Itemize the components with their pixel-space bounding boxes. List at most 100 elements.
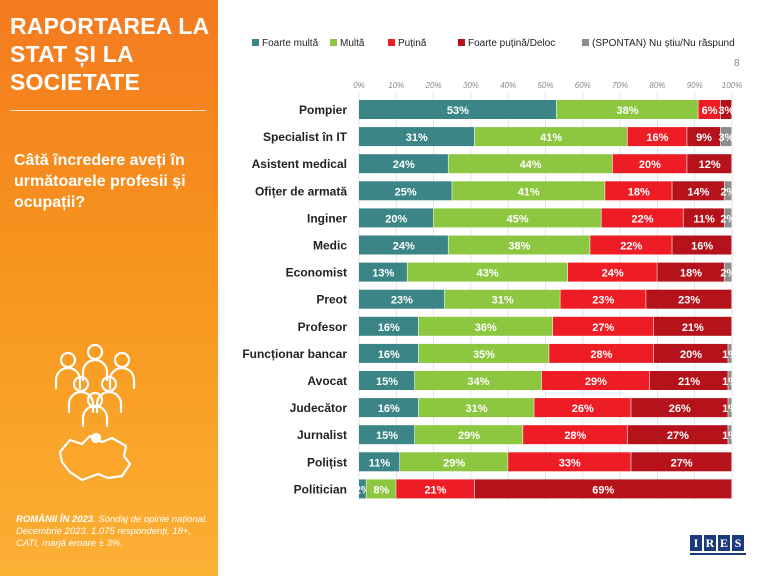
bar-segment <box>359 343 419 363</box>
bar-value-label: 16% <box>378 349 400 361</box>
bar-value-label: 43% <box>477 268 499 280</box>
bar-value-label: 21% <box>682 322 704 334</box>
bar-value-label: 34% <box>467 376 489 388</box>
logo-letter: I <box>690 535 702 551</box>
bar-value-label: 31% <box>406 132 428 144</box>
bar-segment <box>728 398 732 418</box>
ires-logo: I R E S <box>690 535 744 551</box>
legend-label: Puțină <box>398 38 427 49</box>
bar-value-label: 11% <box>693 213 715 225</box>
bar-segment <box>359 289 445 309</box>
footnote-details: . Sondaj de opinie național. Decembrie 2… <box>16 514 208 549</box>
bar-value-label: 18% <box>628 186 650 198</box>
bar-value-label: 29% <box>458 430 480 442</box>
bar-segment <box>448 235 590 255</box>
bar-value-label: 3% <box>718 105 734 117</box>
bar-value-label: 21% <box>424 484 446 496</box>
bar-value-label: 1% <box>722 430 738 442</box>
category-label: Jurnalist <box>297 428 347 442</box>
bar-value-label: 27% <box>592 322 614 334</box>
bar-segment <box>653 343 728 363</box>
x-tick-label: 60% <box>575 81 591 90</box>
bar-segment <box>418 343 549 363</box>
bar-segment <box>534 398 631 418</box>
bar-segment <box>601 208 683 228</box>
bar-value-label: 69% <box>592 484 614 496</box>
bar-value-label: 28% <box>590 349 612 361</box>
bar-segment <box>724 262 732 282</box>
bar-segment <box>407 262 568 282</box>
bar-segment <box>359 235 448 255</box>
bar-value-label: 1% <box>722 349 738 361</box>
bar-segment <box>560 289 646 309</box>
bar-segment <box>400 452 508 472</box>
category-labels: Pompier Specialist în IT Asistent medical O… <box>242 103 347 496</box>
bar-value-label: 45% <box>507 213 529 225</box>
bar-segment <box>728 425 732 445</box>
bar-value-label: 15% <box>376 376 398 388</box>
legend-label: Multă <box>340 38 365 49</box>
legend-swatch <box>582 39 589 46</box>
category-label: Polițist <box>307 455 347 469</box>
bar-segment <box>672 235 732 255</box>
bar-value-label: 23% <box>678 295 700 307</box>
bar-segment <box>612 154 687 174</box>
x-tick-label: 80% <box>649 81 665 90</box>
bar-segment <box>359 452 400 472</box>
bar-value-label: 23% <box>592 295 614 307</box>
bar-value-label: 29% <box>443 457 465 469</box>
bar-segment <box>627 425 728 445</box>
x-tick-label: 0% <box>353 81 365 90</box>
category-label: Medic <box>313 239 347 253</box>
bar-value-label: 6% <box>702 105 718 117</box>
bar-segment <box>649 371 728 390</box>
bar-value-label: 35% <box>473 349 495 361</box>
bar-segment <box>414 425 523 445</box>
bar-segment <box>414 371 542 390</box>
bar-segment <box>687 154 732 174</box>
legend-label: (SPONTAN) Nu știu/Nu răspund <box>592 38 735 49</box>
bar-segment <box>605 181 672 201</box>
bar-value-label: 2% <box>720 213 736 225</box>
bar-segment <box>552 316 654 336</box>
bar-value-label: 28% <box>564 430 586 442</box>
bar-value-label: 20% <box>639 159 661 171</box>
bar-value-label: 12% <box>699 159 721 171</box>
bar-value-label: 20% <box>385 213 407 225</box>
bar-segment <box>396 479 475 499</box>
bar-segment <box>657 262 724 282</box>
category-label: Ofițer de armată <box>255 184 347 198</box>
bar-value-label: 18% <box>680 268 702 280</box>
bar-segment <box>687 127 721 147</box>
bar-segment <box>627 127 687 147</box>
x-tick-label: 90% <box>687 81 703 90</box>
legend-label: Foarte multă <box>262 38 319 49</box>
bar-segment <box>508 452 631 472</box>
legend-swatch <box>330 39 337 46</box>
bar-value-label: 22% <box>620 241 642 253</box>
bar-value-label: 44% <box>520 159 542 171</box>
bar-segment <box>448 154 613 174</box>
category-label: Preot <box>316 293 347 307</box>
bar-segment <box>359 398 419 418</box>
x-tick-label: 10% <box>388 81 404 90</box>
bar-segment <box>359 262 407 282</box>
legend-label: Foarte puțină/Deloc <box>468 38 555 49</box>
bar-segment <box>672 181 724 201</box>
bar-segment <box>474 127 627 147</box>
bar-value-label: 13% <box>372 268 394 280</box>
bar-segment <box>474 479 732 499</box>
category-label: Inginer <box>307 211 347 225</box>
bar-segment <box>359 371 415 390</box>
chart-legend: Foarte multă Multă Puțină Foarte puțină/Del… <box>252 38 735 49</box>
bar-value-label: 27% <box>667 430 689 442</box>
bar-value-label: 1% <box>722 403 738 415</box>
bar-value-label: 41% <box>518 186 540 198</box>
x-tick-label: 30% <box>463 81 479 90</box>
bar-segment <box>366 479 396 499</box>
bar-segment <box>359 154 448 174</box>
bar-value-label: 36% <box>475 322 497 334</box>
bar-value-label: 11% <box>369 457 391 469</box>
bar-segment <box>631 452 732 472</box>
x-tick-label: 40% <box>500 81 516 90</box>
